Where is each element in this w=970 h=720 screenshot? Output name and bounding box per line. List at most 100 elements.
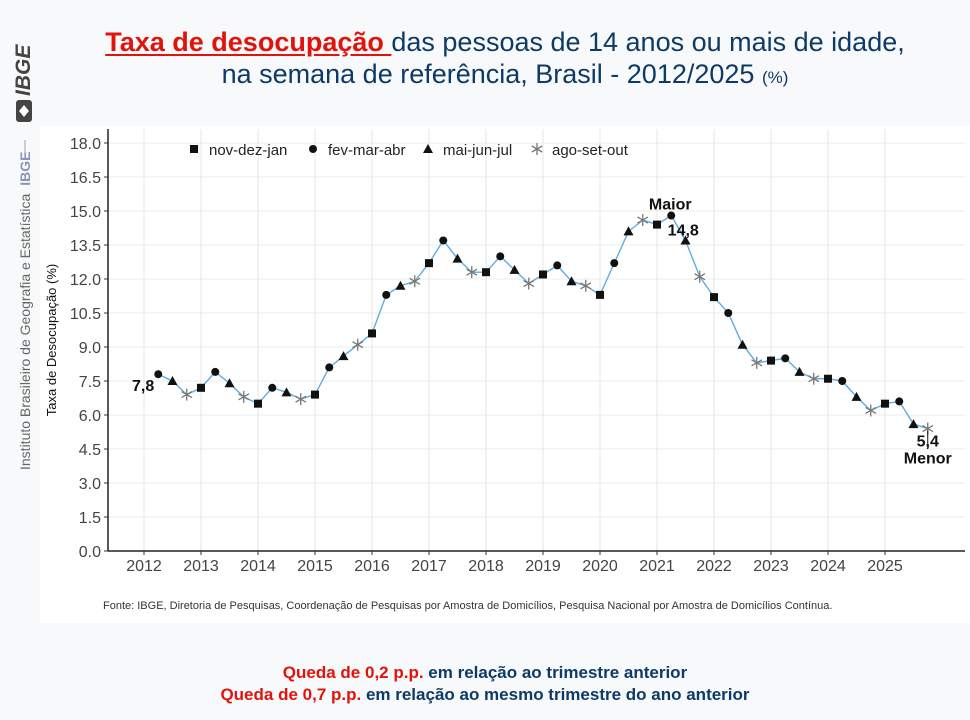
summary-2-text: em relação ao mesmo trimestre do ano ant… xyxy=(361,685,750,704)
axes: 0.0 1.5 3.0 4.5 6.0 7.5 9.0 10.5 12.0 13.5 15.0 16.… xyxy=(70,129,965,575)
asterisk-stroke xyxy=(238,393,250,401)
data-point-ndj xyxy=(596,290,604,299)
legend-label: fev-mar-abr xyxy=(328,142,406,159)
annotation-first-value: 7,8 xyxy=(132,378,154,395)
legend-label: ago-set-out xyxy=(552,142,629,159)
data-point-mjj xyxy=(452,253,463,263)
summary-footer: Queda de 0,2 p.p. em relação ao trimestr… xyxy=(0,662,970,706)
y-tick-label: 9.0 xyxy=(79,340,101,357)
data-point-fma xyxy=(211,367,220,376)
data-point-aso xyxy=(295,393,307,406)
x-tick-label: 2012 xyxy=(126,558,162,575)
data-point-mjj xyxy=(509,264,520,274)
markers xyxy=(154,211,934,435)
annotation-min-label: Menor xyxy=(904,451,952,468)
y-tick-label: 4.5 xyxy=(79,442,101,459)
data-point-aso xyxy=(637,214,649,227)
annotation-min-value: 5,4 xyxy=(917,434,939,451)
data-point-aso xyxy=(523,277,535,290)
chart-title: Taxa de desocupação das pessoas de 14 an… xyxy=(40,26,970,94)
data-point-fma xyxy=(268,383,277,392)
x-tick-label: 2016 xyxy=(354,558,390,575)
chart-panel xyxy=(40,126,970,623)
data-point-fma xyxy=(781,354,790,363)
asterisk-stroke xyxy=(295,395,307,403)
title-line1: das pessoas de 14 anos ou mais de idade, xyxy=(391,27,905,57)
summary-1-highlight: Queda de 0,2 p.p. xyxy=(282,663,424,682)
data-point-fma xyxy=(553,261,562,270)
y-tick-label: 12.0 xyxy=(70,272,101,289)
asterisk-stroke xyxy=(531,145,543,153)
legend-marker-square xyxy=(190,145,198,153)
data-point-aso xyxy=(580,279,592,292)
data-point-mjj xyxy=(908,419,919,429)
grid xyxy=(108,129,965,552)
summary-line-1: Queda de 0,2 p.p. em relação ao trimestr… xyxy=(0,662,970,684)
legend-marker-triangle xyxy=(423,144,433,153)
title-highlight: Taxa de desocupação xyxy=(105,27,392,57)
data-point-ndj xyxy=(482,268,490,277)
y-tick-label: 3.0 xyxy=(79,476,101,493)
asterisk-stroke xyxy=(865,406,877,415)
y-tick-label: 15.0 xyxy=(70,204,101,221)
data-point-mjj xyxy=(338,351,349,361)
y-tick-label: 16.5 xyxy=(70,170,101,187)
data-point-mjj xyxy=(224,378,235,388)
data-point-fma xyxy=(667,211,676,220)
data-point-fma xyxy=(838,377,847,385)
asterisk-stroke xyxy=(637,216,649,224)
annotation-max-label: Maior xyxy=(649,197,692,214)
y-tick-label: 13.5 xyxy=(70,238,101,255)
y-axis-label: Taxa de Desocupação (%) xyxy=(44,264,59,416)
data-point-ndj xyxy=(881,399,889,408)
asterisk-stroke xyxy=(922,425,934,433)
asterisk-stroke xyxy=(580,282,592,290)
data-point-aso xyxy=(352,338,364,351)
x-tick-label: 2014 xyxy=(240,558,276,575)
data-point-fma xyxy=(382,290,391,299)
data-point-mjj xyxy=(395,280,406,290)
data-point-aso xyxy=(808,372,820,385)
data-point-ndj xyxy=(254,399,262,408)
x-tick-label: 2023 xyxy=(753,558,789,575)
data-point-ndj xyxy=(311,390,319,399)
data-point-ndj xyxy=(368,329,376,338)
data-point-aso xyxy=(409,275,421,288)
y-tick-label: 18.0 xyxy=(70,136,101,153)
x-tick-label: 2017 xyxy=(411,558,447,575)
legend: nov-dez-jan fev-mar-abr mai-jun-jul ago-set… xyxy=(190,142,629,159)
data-point-mjj xyxy=(167,376,178,385)
x-tick-label: 2020 xyxy=(582,558,618,575)
source-note: Fonte: IBGE, Diretoria de Pesquisas, Coo… xyxy=(103,600,833,612)
x-tick-label: 2024 xyxy=(810,558,846,575)
summary-1-text: em relação ao trimestre anterior xyxy=(423,663,688,682)
title-line2: na semana de referência, Brasil - 2012/2… xyxy=(221,59,762,89)
asterisk-stroke xyxy=(466,268,478,276)
title-unit: (%) xyxy=(761,68,789,87)
x-tick-label: 2025 xyxy=(867,558,903,575)
sidebar-divider xyxy=(24,140,26,154)
data-point-fma xyxy=(724,309,733,317)
data-point-ndj xyxy=(653,220,661,229)
logo-text: IBGE xyxy=(12,44,35,96)
x-tick-label: 2019 xyxy=(525,558,561,575)
data-point-fma xyxy=(325,363,334,372)
data-point-ndj xyxy=(767,356,775,365)
legend-marker-circle xyxy=(309,145,317,153)
asterisk-stroke xyxy=(181,391,193,399)
summary-line-2: Queda de 0,7 p.p. em relação ao mesmo tr… xyxy=(0,684,970,706)
annotation-max-value: 14,8 xyxy=(668,223,699,240)
asterisk-stroke xyxy=(751,359,763,367)
data-point-aso xyxy=(181,388,193,401)
x-tick-label: 2013 xyxy=(183,558,219,575)
legend-label: nov-dez-jan xyxy=(209,142,287,159)
summary-2-highlight: Queda de 0,7 p.p. xyxy=(220,685,362,704)
legend-label: mai-jun-jul xyxy=(443,142,512,159)
x-tick-label: 2021 xyxy=(639,558,675,575)
data-point-mjj xyxy=(851,391,862,401)
data-point-mjj xyxy=(680,235,691,245)
data-point-mjj xyxy=(794,366,805,376)
y-tick-label: 7.5 xyxy=(79,374,101,391)
